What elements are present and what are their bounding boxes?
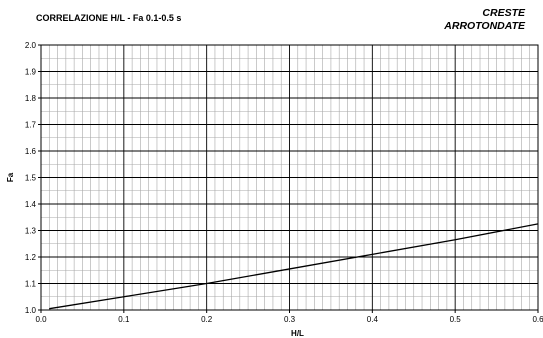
x-tick-label: 0.4: [367, 315, 379, 324]
x-tick-label: 0.2: [201, 315, 213, 324]
y-tick-label: 1.6: [25, 147, 37, 156]
y-tick-label: 1.8: [25, 94, 37, 103]
x-tick-label: 0.5: [450, 315, 462, 324]
chart-subtitle-line-1: CRESTE: [482, 7, 525, 19]
x-tick-label: 0.3: [284, 315, 296, 324]
y-tick-label: 1.0: [25, 306, 37, 315]
y-tick-label: 1.7: [25, 121, 37, 130]
y-tick-label: 1.4: [25, 200, 37, 209]
y-axis-label: Fa: [6, 172, 15, 182]
y-tick-label: 1.2: [25, 253, 37, 262]
y-tick-label: 1.3: [25, 227, 37, 236]
x-tick-label: 0.0: [35, 315, 47, 324]
chart-title: CORRELAZIONE H/L - Fa 0.1-0.5 s: [36, 13, 182, 23]
y-tick-label: 2.0: [25, 41, 37, 50]
chart-subtitle-line-2: ARROTONDATE: [444, 20, 525, 32]
y-tick-label: 1.1: [25, 280, 37, 289]
x-axis-label: H/L: [291, 329, 304, 338]
x-tick-label: 0.6: [532, 315, 543, 324]
y-tick-label: 1.5: [25, 174, 37, 183]
y-tick-label: 1.9: [25, 68, 37, 77]
chart-subtitle: CRESTE ARROTONDATE: [365, 7, 525, 33]
x-tick-label: 0.1: [118, 315, 130, 324]
series-line-1: [49, 223, 539, 310]
